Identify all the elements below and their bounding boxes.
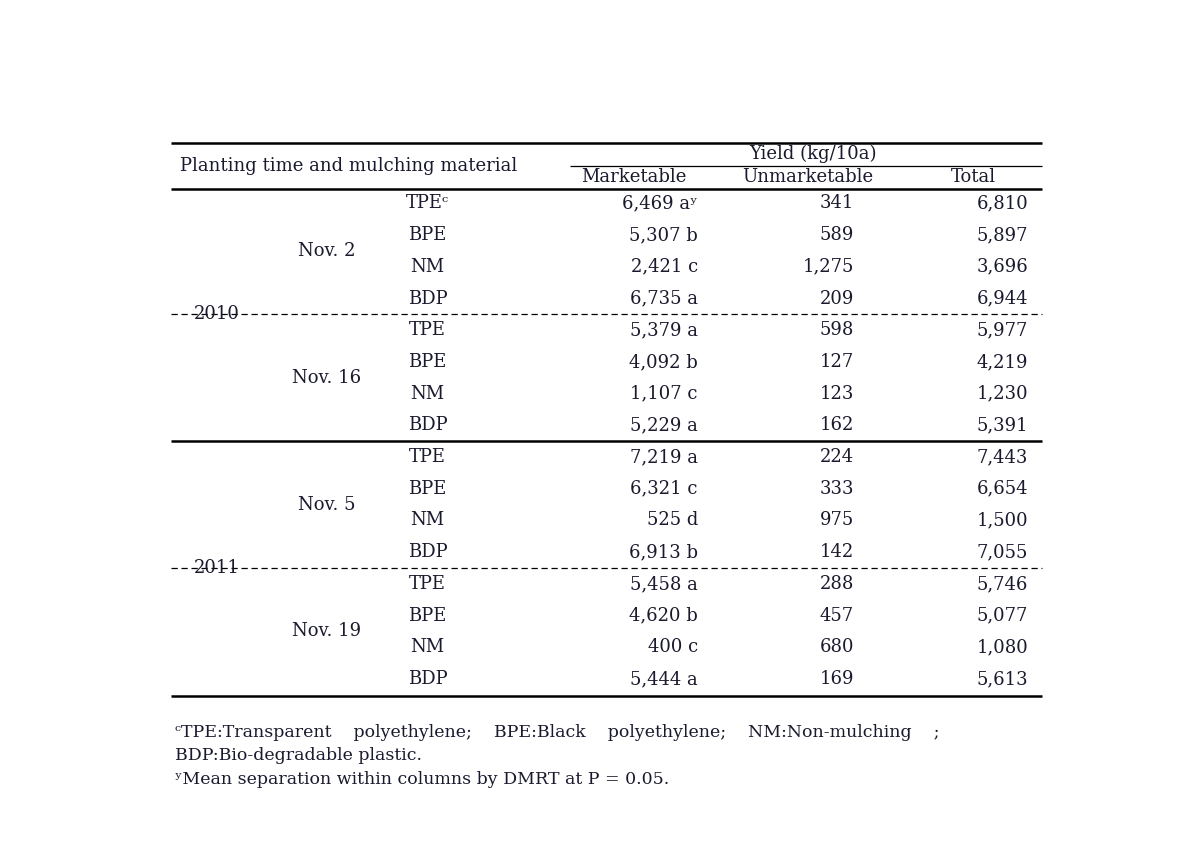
Text: 209: 209	[820, 289, 854, 307]
Text: 1,080: 1,080	[976, 638, 1028, 656]
Text: BPE: BPE	[408, 227, 447, 244]
Text: 589: 589	[820, 227, 854, 244]
Text: 5,307 b: 5,307 b	[629, 227, 698, 244]
Text: NM: NM	[411, 384, 445, 402]
Text: Yield (kg/10a): Yield (kg/10a)	[749, 145, 877, 163]
Text: 5,391: 5,391	[976, 416, 1028, 434]
Text: Nov. 5: Nov. 5	[298, 496, 355, 514]
Text: NM: NM	[411, 257, 445, 275]
Text: BDP:Bio-degradable plastic.: BDP:Bio-degradable plastic.	[175, 747, 422, 764]
Text: 7,443: 7,443	[977, 448, 1028, 466]
Text: 341: 341	[820, 195, 854, 213]
Text: 5,077: 5,077	[977, 607, 1028, 625]
Text: BPE: BPE	[408, 607, 447, 625]
Text: 123: 123	[820, 384, 854, 402]
Text: 457: 457	[820, 607, 854, 625]
Text: BDP: BDP	[408, 670, 447, 688]
Text: 5,746: 5,746	[977, 575, 1028, 593]
Text: Marketable: Marketable	[581, 168, 686, 186]
Text: BDP: BDP	[408, 289, 447, 307]
Text: BDP: BDP	[408, 543, 447, 561]
Text: 6,944: 6,944	[976, 289, 1028, 307]
Text: 4,219: 4,219	[976, 353, 1028, 371]
Text: 224: 224	[820, 448, 854, 466]
Text: Total: Total	[950, 168, 996, 186]
Text: 142: 142	[820, 543, 854, 561]
Text: BDP: BDP	[408, 416, 447, 434]
Text: 525 d: 525 d	[647, 511, 698, 529]
Text: TPE: TPE	[409, 448, 446, 466]
Text: 333: 333	[820, 480, 854, 498]
Text: ᶜTPE:Transparent    polyethylene;    BPE:Black    polyethylene;    NM:Non-mulchi: ᶜTPE:Transparent polyethylene; BPE:Black…	[175, 724, 939, 741]
Text: Nov. 19: Nov. 19	[292, 623, 361, 640]
Text: 6,321 c: 6,321 c	[631, 480, 698, 498]
Text: 288: 288	[820, 575, 854, 593]
Text: 127: 127	[820, 353, 854, 371]
Text: 162: 162	[820, 416, 854, 434]
Text: 5,897: 5,897	[976, 227, 1028, 244]
Text: 6,913 b: 6,913 b	[629, 543, 698, 561]
Text: TPE: TPE	[409, 575, 446, 593]
Text: 1,275: 1,275	[802, 257, 854, 275]
Text: ʸMean separation within columns by DMRT at P = 0.05.: ʸMean separation within columns by DMRT …	[175, 770, 670, 788]
Text: 4,092 b: 4,092 b	[629, 353, 698, 371]
Text: TPE: TPE	[409, 321, 446, 339]
Text: 400 c: 400 c	[648, 638, 698, 656]
Text: 5,458 a: 5,458 a	[631, 575, 698, 593]
Text: 3,696: 3,696	[976, 257, 1028, 275]
Text: 2011: 2011	[194, 559, 240, 577]
Text: BPE: BPE	[408, 353, 447, 371]
Text: Planting time and mulching material: Planting time and mulching material	[180, 157, 517, 175]
Text: 598: 598	[820, 321, 854, 339]
Text: 1,107 c: 1,107 c	[631, 384, 698, 402]
Text: 1,230: 1,230	[976, 384, 1028, 402]
Text: 1,500: 1,500	[976, 511, 1028, 529]
Text: 7,219 a: 7,219 a	[631, 448, 698, 466]
Text: Unmarketable: Unmarketable	[743, 168, 873, 186]
Text: NM: NM	[411, 511, 445, 529]
Text: 6,469 aʸ: 6,469 aʸ	[622, 195, 698, 213]
Text: 4,620 b: 4,620 b	[629, 607, 698, 625]
Text: BPE: BPE	[408, 480, 447, 498]
Text: 5,444 a: 5,444 a	[631, 670, 698, 688]
Text: 2010: 2010	[194, 305, 240, 323]
Text: 6,735 a: 6,735 a	[631, 289, 698, 307]
Text: 5,977: 5,977	[977, 321, 1028, 339]
Text: 5,613: 5,613	[976, 670, 1028, 688]
Text: 6,654: 6,654	[976, 480, 1028, 498]
Text: Nov. 2: Nov. 2	[298, 242, 355, 260]
Text: 975: 975	[820, 511, 854, 529]
Text: 169: 169	[820, 670, 854, 688]
Text: 680: 680	[820, 638, 854, 656]
Text: 2,421 c: 2,421 c	[631, 257, 698, 275]
Text: 5,379 a: 5,379 a	[631, 321, 698, 339]
Text: TPEᶜ: TPEᶜ	[406, 195, 450, 213]
Text: 7,055: 7,055	[977, 543, 1028, 561]
Text: 5,229 a: 5,229 a	[631, 416, 698, 434]
Text: Nov. 16: Nov. 16	[292, 369, 361, 387]
Text: NM: NM	[411, 638, 445, 656]
Text: 6,810: 6,810	[976, 195, 1028, 213]
